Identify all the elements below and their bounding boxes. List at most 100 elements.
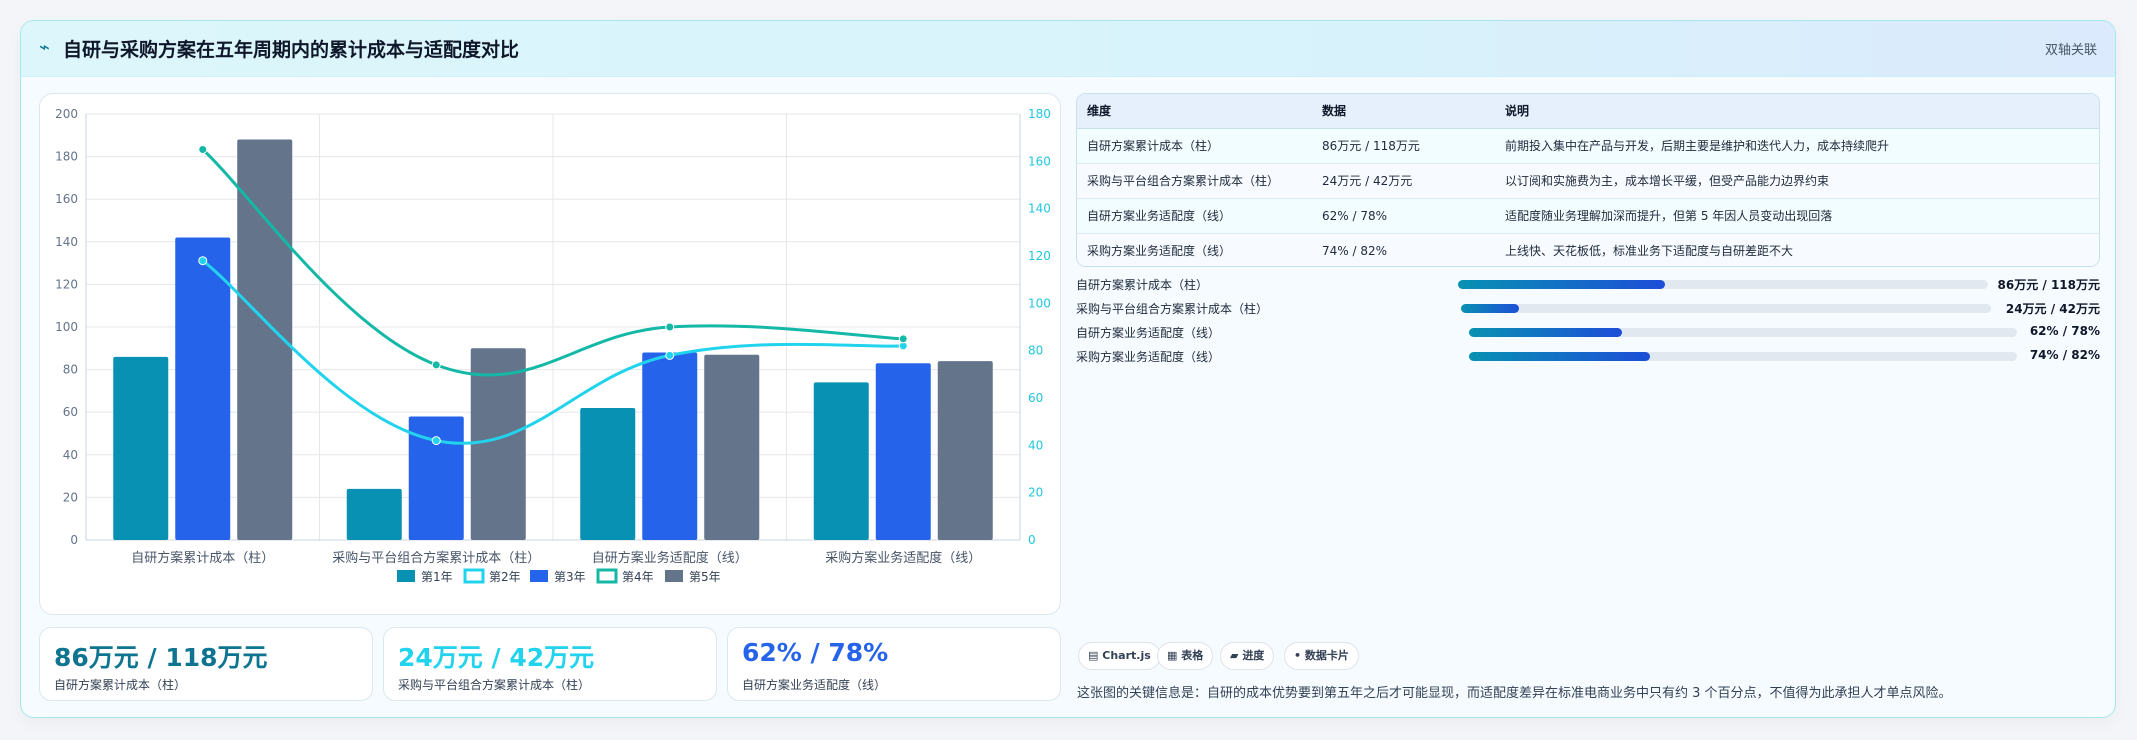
progress-track (1461, 304, 1991, 313)
table-icon: ▦ (1167, 649, 1178, 662)
y-left-tick-label: 40 (63, 448, 78, 462)
stat-label: 自研方案业务适配度（线） (742, 678, 887, 692)
table-cell: 86万元 / 118万元 (1322, 128, 1505, 164)
dual-axis-badge: 双轴关联 (2044, 43, 2097, 58)
y-left-tick-label: 160 (55, 192, 78, 206)
table-row: 采购与平台组合方案累计成本（柱） 24万元 / 42万元 以订阅和实施费为主，成… (1077, 163, 2099, 199)
y-left-tick-label: 80 (63, 363, 78, 377)
stat-label: 自研方案累计成本（柱） (54, 678, 187, 692)
legend-label: 第3年 (554, 570, 586, 584)
y-left-tick-label: 200 (55, 107, 78, 121)
table-cell: 以订阅和实施费为主，成本增长平缓，但受产品能力边界约束 (1505, 163, 2099, 199)
progress-fill (1458, 280, 1665, 289)
table-row: 自研方案业务适配度（线） 62% / 78% 适配度随业务理解加深而提升，但第 … (1077, 198, 2099, 234)
legend-swatch (530, 570, 548, 582)
chip-data-card[interactable]: • 数据卡片 (1284, 642, 1359, 670)
progress-row-purchase-fit: 采购方案业务适配度（线） 74% / 82% (1076, 345, 2100, 367)
y-right-tick-label: 100 (1028, 296, 1051, 310)
y-left-tick-label: 20 (63, 490, 78, 504)
progress-label: 采购方案业务适配度（线） (1076, 350, 1221, 364)
chip-chartjs[interactable]: ▤ Chart.js (1078, 642, 1161, 670)
progress-value: 86万元 / 118万元 (1997, 278, 2101, 292)
legend-label: 第4年 (622, 570, 654, 584)
progress-row-self-fit: 自研方案业务适配度（线） 62% / 78% (1076, 321, 2100, 343)
card-icon: • (1294, 649, 1302, 662)
y-left-tick-label: 60 (63, 405, 78, 419)
chip-label: 数据卡片 (1304, 649, 1349, 662)
bar (408, 416, 464, 540)
y-right-tick-label: 160 (1028, 154, 1051, 168)
table-cell: 74% / 82% (1322, 233, 1505, 266)
bar (470, 348, 526, 540)
table-cell: 自研方案累计成本（柱） (1077, 128, 1322, 164)
legend-swatch (665, 570, 683, 582)
bar (346, 488, 402, 540)
table-cell: 24万元 / 42万元 (1322, 163, 1505, 199)
x-tick-label: 采购与平台组合方案累计成本（柱） (332, 550, 540, 566)
bar (642, 352, 698, 540)
y-left-tick-label: 100 (55, 320, 78, 334)
chip-label: 表格 (1181, 649, 1204, 662)
y-right-tick-label: 180 (1028, 107, 1051, 121)
progress-value: 24万元 / 42万元 (2005, 302, 2100, 316)
line-point (898, 334, 908, 344)
stat-value: 62% / 78% (742, 638, 889, 667)
series-line (201, 148, 904, 377)
x-tick-label: 采购方案业务适配度（线） (825, 550, 981, 566)
progress-row-purchase-cost: 采购与平台组合方案累计成本（柱） 24万元 / 42万元 (1076, 297, 2100, 319)
progress-icon: ▰ (1230, 649, 1239, 662)
legend-swatch (463, 568, 485, 584)
progress-fill (1469, 328, 1623, 337)
legend-swatch (397, 570, 415, 582)
stat-card-purchase-cost: 24万元 / 42万元 采购与平台组合方案累计成本（柱） (383, 627, 717, 701)
table-cell: 62% / 78% (1322, 198, 1505, 234)
chip-table[interactable]: ▦ 表格 (1157, 642, 1214, 670)
stat-card-self-fit: 62% / 78% 自研方案业务适配度（线） (727, 627, 1061, 701)
chart-panel: 0 20 40 60 80 100 120 140 160 180 200 0 20 40 60 80 100 1… (39, 93, 1061, 615)
bar (237, 139, 293, 540)
chart-line-icon: ⌁ (39, 37, 50, 58)
y-right-tick-label: 60 (1028, 391, 1043, 405)
legend-label: 第2年 (489, 570, 521, 584)
card-title: 自研与采购方案在五年周期内的累计成本与适配度对比 (63, 39, 520, 61)
line-point (431, 360, 441, 370)
bar (113, 356, 169, 540)
line-point (665, 322, 675, 332)
legend-label: 第1年 (421, 570, 453, 584)
stat-value: 24万元 / 42万元 (398, 643, 595, 672)
progress-track (1458, 280, 1988, 289)
progress-value: 74% / 82% (2029, 348, 2100, 362)
bar (704, 354, 760, 540)
stat-value: 86万元 / 118万元 (54, 643, 268, 672)
progress-track (1469, 352, 2017, 361)
y-right-tick-label: 0 (1028, 533, 1036, 547)
table-cell: 前期投入集中在产品与开发，后期主要是维护和迭代人力，成本持续爬升 (1505, 128, 2099, 164)
x-tick-label: 自研方案业务适配度（线） (592, 550, 748, 566)
progress-label: 采购与平台组合方案累计成本（柱） (1076, 302, 1269, 316)
line-point (198, 256, 208, 266)
progress-fill (1461, 304, 1520, 313)
line-point (665, 350, 675, 360)
chip-label: 进度 (1242, 649, 1265, 662)
table-header-dimension: 维度 (1077, 94, 1322, 129)
chip-progress[interactable]: ▰ 进度 (1220, 642, 1275, 670)
legend-swatch (596, 568, 618, 584)
combo-chart: 0 20 40 60 80 100 120 140 160 180 200 0 20 40 60 80 100 1… (55, 107, 1051, 584)
table-header-description: 说明 (1505, 94, 2099, 129)
table-row: 自研方案累计成本（柱） 86万元 / 118万元 前期投入集中在产品与开发，后期… (1077, 128, 2099, 164)
y-right-tick-label: 120 (1028, 249, 1051, 263)
legend-label: 第5年 (689, 570, 721, 584)
progress-label: 自研方案累计成本（柱） (1076, 278, 1209, 292)
table-cell: 采购与平台组合方案累计成本（柱） (1077, 163, 1322, 199)
line-point (431, 436, 441, 446)
table-cell: 采购方案业务适配度（线） (1077, 233, 1322, 266)
progress-value: 62% / 78% (2029, 324, 2100, 338)
y-left-tick-label: 180 (55, 150, 78, 164)
key-insight-note: 这张图的关键信息是：自研的成本优势要到第五年之后才可能显现，而适配度差异在标准电… (1077, 686, 1952, 701)
table-header-row: 维度 数据 说明 (1077, 94, 2099, 129)
y-left-tick-label: 0 (70, 533, 78, 547)
bar (813, 382, 869, 540)
stat-card-self-cost: 86万元 / 118万元 自研方案累计成本（柱） (39, 627, 373, 701)
data-table: 维度 数据 说明 自研方案累计成本（柱） 86万元 / 118万元 前期投入集中… (1076, 93, 2100, 267)
table-cell: 自研方案业务适配度（线） (1077, 198, 1322, 234)
